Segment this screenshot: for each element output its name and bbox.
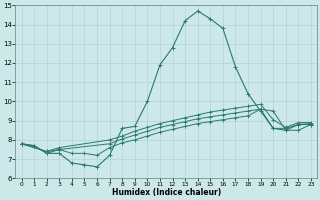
X-axis label: Humidex (Indice chaleur): Humidex (Indice chaleur) — [112, 188, 221, 197]
